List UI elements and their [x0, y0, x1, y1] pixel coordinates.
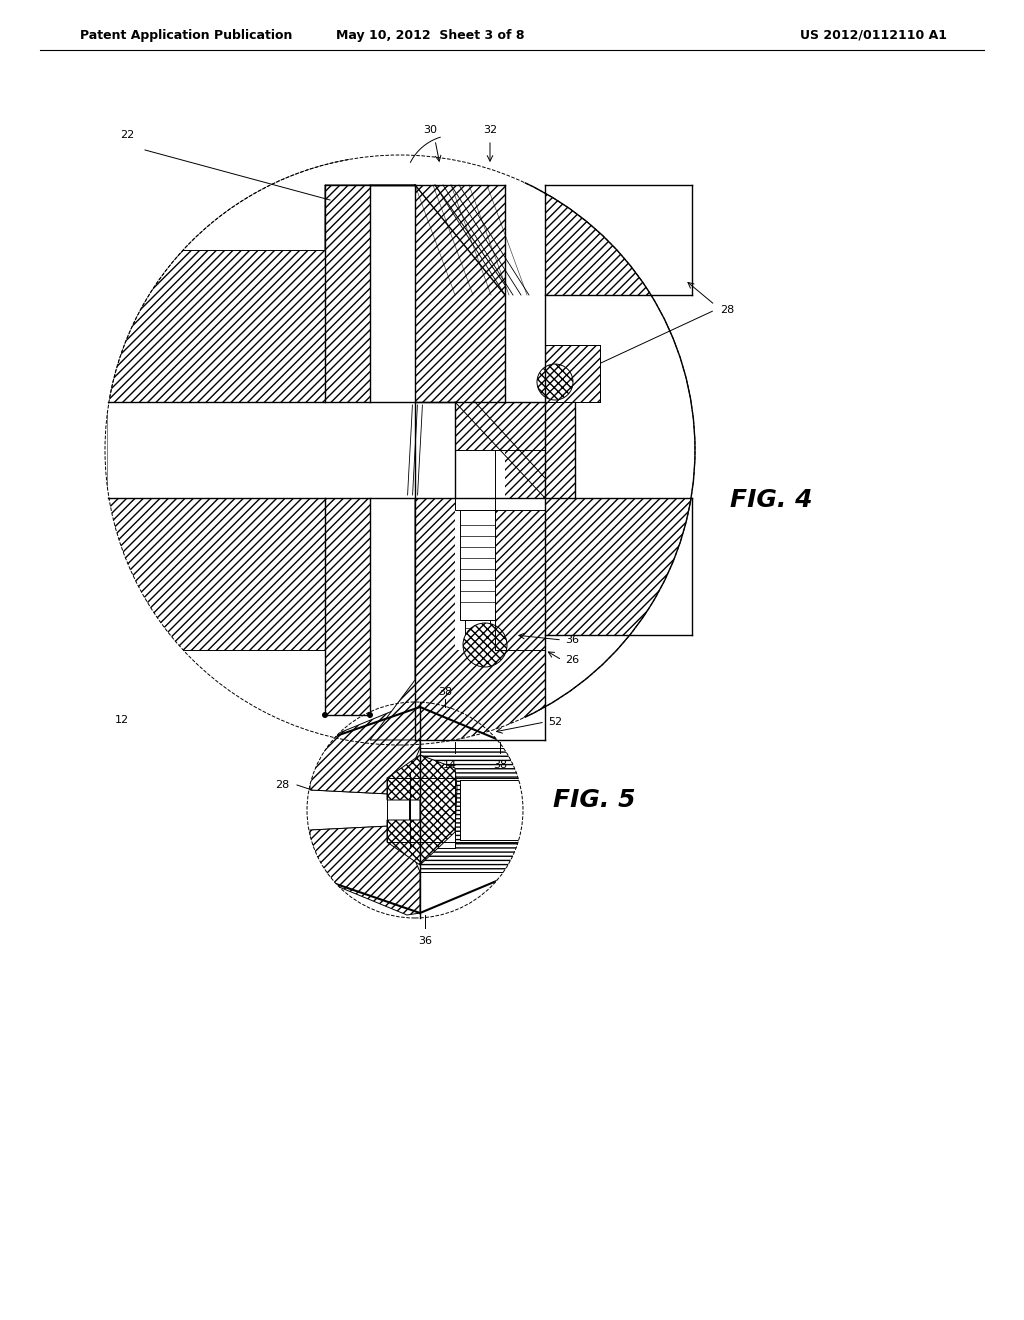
Circle shape — [322, 711, 328, 718]
Polygon shape — [108, 249, 325, 403]
Text: 30: 30 — [423, 125, 437, 135]
Circle shape — [307, 702, 523, 917]
Text: 14: 14 — [443, 760, 457, 770]
Polygon shape — [312, 744, 410, 795]
Text: 26: 26 — [565, 655, 580, 665]
Polygon shape — [545, 185, 692, 294]
Polygon shape — [420, 748, 523, 873]
Text: US 2012/0112110 A1: US 2012/0112110 A1 — [800, 29, 947, 41]
Text: Patent Application Publication: Patent Application Publication — [80, 29, 293, 41]
Polygon shape — [325, 185, 370, 403]
Polygon shape — [545, 294, 692, 498]
Polygon shape — [108, 185, 455, 741]
Polygon shape — [108, 403, 455, 498]
Circle shape — [463, 623, 507, 667]
Polygon shape — [455, 450, 495, 649]
Polygon shape — [387, 755, 457, 865]
Polygon shape — [415, 403, 455, 498]
Polygon shape — [545, 345, 600, 498]
Polygon shape — [312, 825, 410, 875]
Polygon shape — [455, 450, 505, 498]
Text: 22: 22 — [120, 129, 134, 140]
Polygon shape — [370, 185, 415, 403]
Polygon shape — [325, 185, 415, 403]
Polygon shape — [415, 185, 545, 741]
Text: May 10, 2012  Sheet 3 of 8: May 10, 2012 Sheet 3 of 8 — [336, 29, 524, 41]
Text: 28: 28 — [720, 305, 734, 315]
Text: 38: 38 — [438, 686, 452, 697]
Text: 32: 32 — [483, 125, 497, 135]
Text: 12: 12 — [115, 715, 129, 725]
Polygon shape — [460, 510, 495, 620]
Polygon shape — [455, 498, 545, 510]
Circle shape — [105, 154, 695, 744]
Circle shape — [537, 364, 573, 400]
Text: FIG. 5: FIG. 5 — [553, 788, 636, 812]
Polygon shape — [108, 498, 325, 649]
Polygon shape — [465, 620, 490, 640]
Polygon shape — [310, 705, 420, 915]
Circle shape — [367, 711, 373, 718]
Text: 28: 28 — [274, 780, 289, 789]
Text: 36: 36 — [565, 635, 579, 645]
Text: FIG. 4: FIG. 4 — [730, 488, 812, 512]
Text: 38: 38 — [493, 760, 507, 770]
Text: 52: 52 — [548, 717, 562, 727]
Text: 36: 36 — [418, 936, 432, 946]
Polygon shape — [545, 498, 692, 635]
Polygon shape — [325, 498, 370, 715]
